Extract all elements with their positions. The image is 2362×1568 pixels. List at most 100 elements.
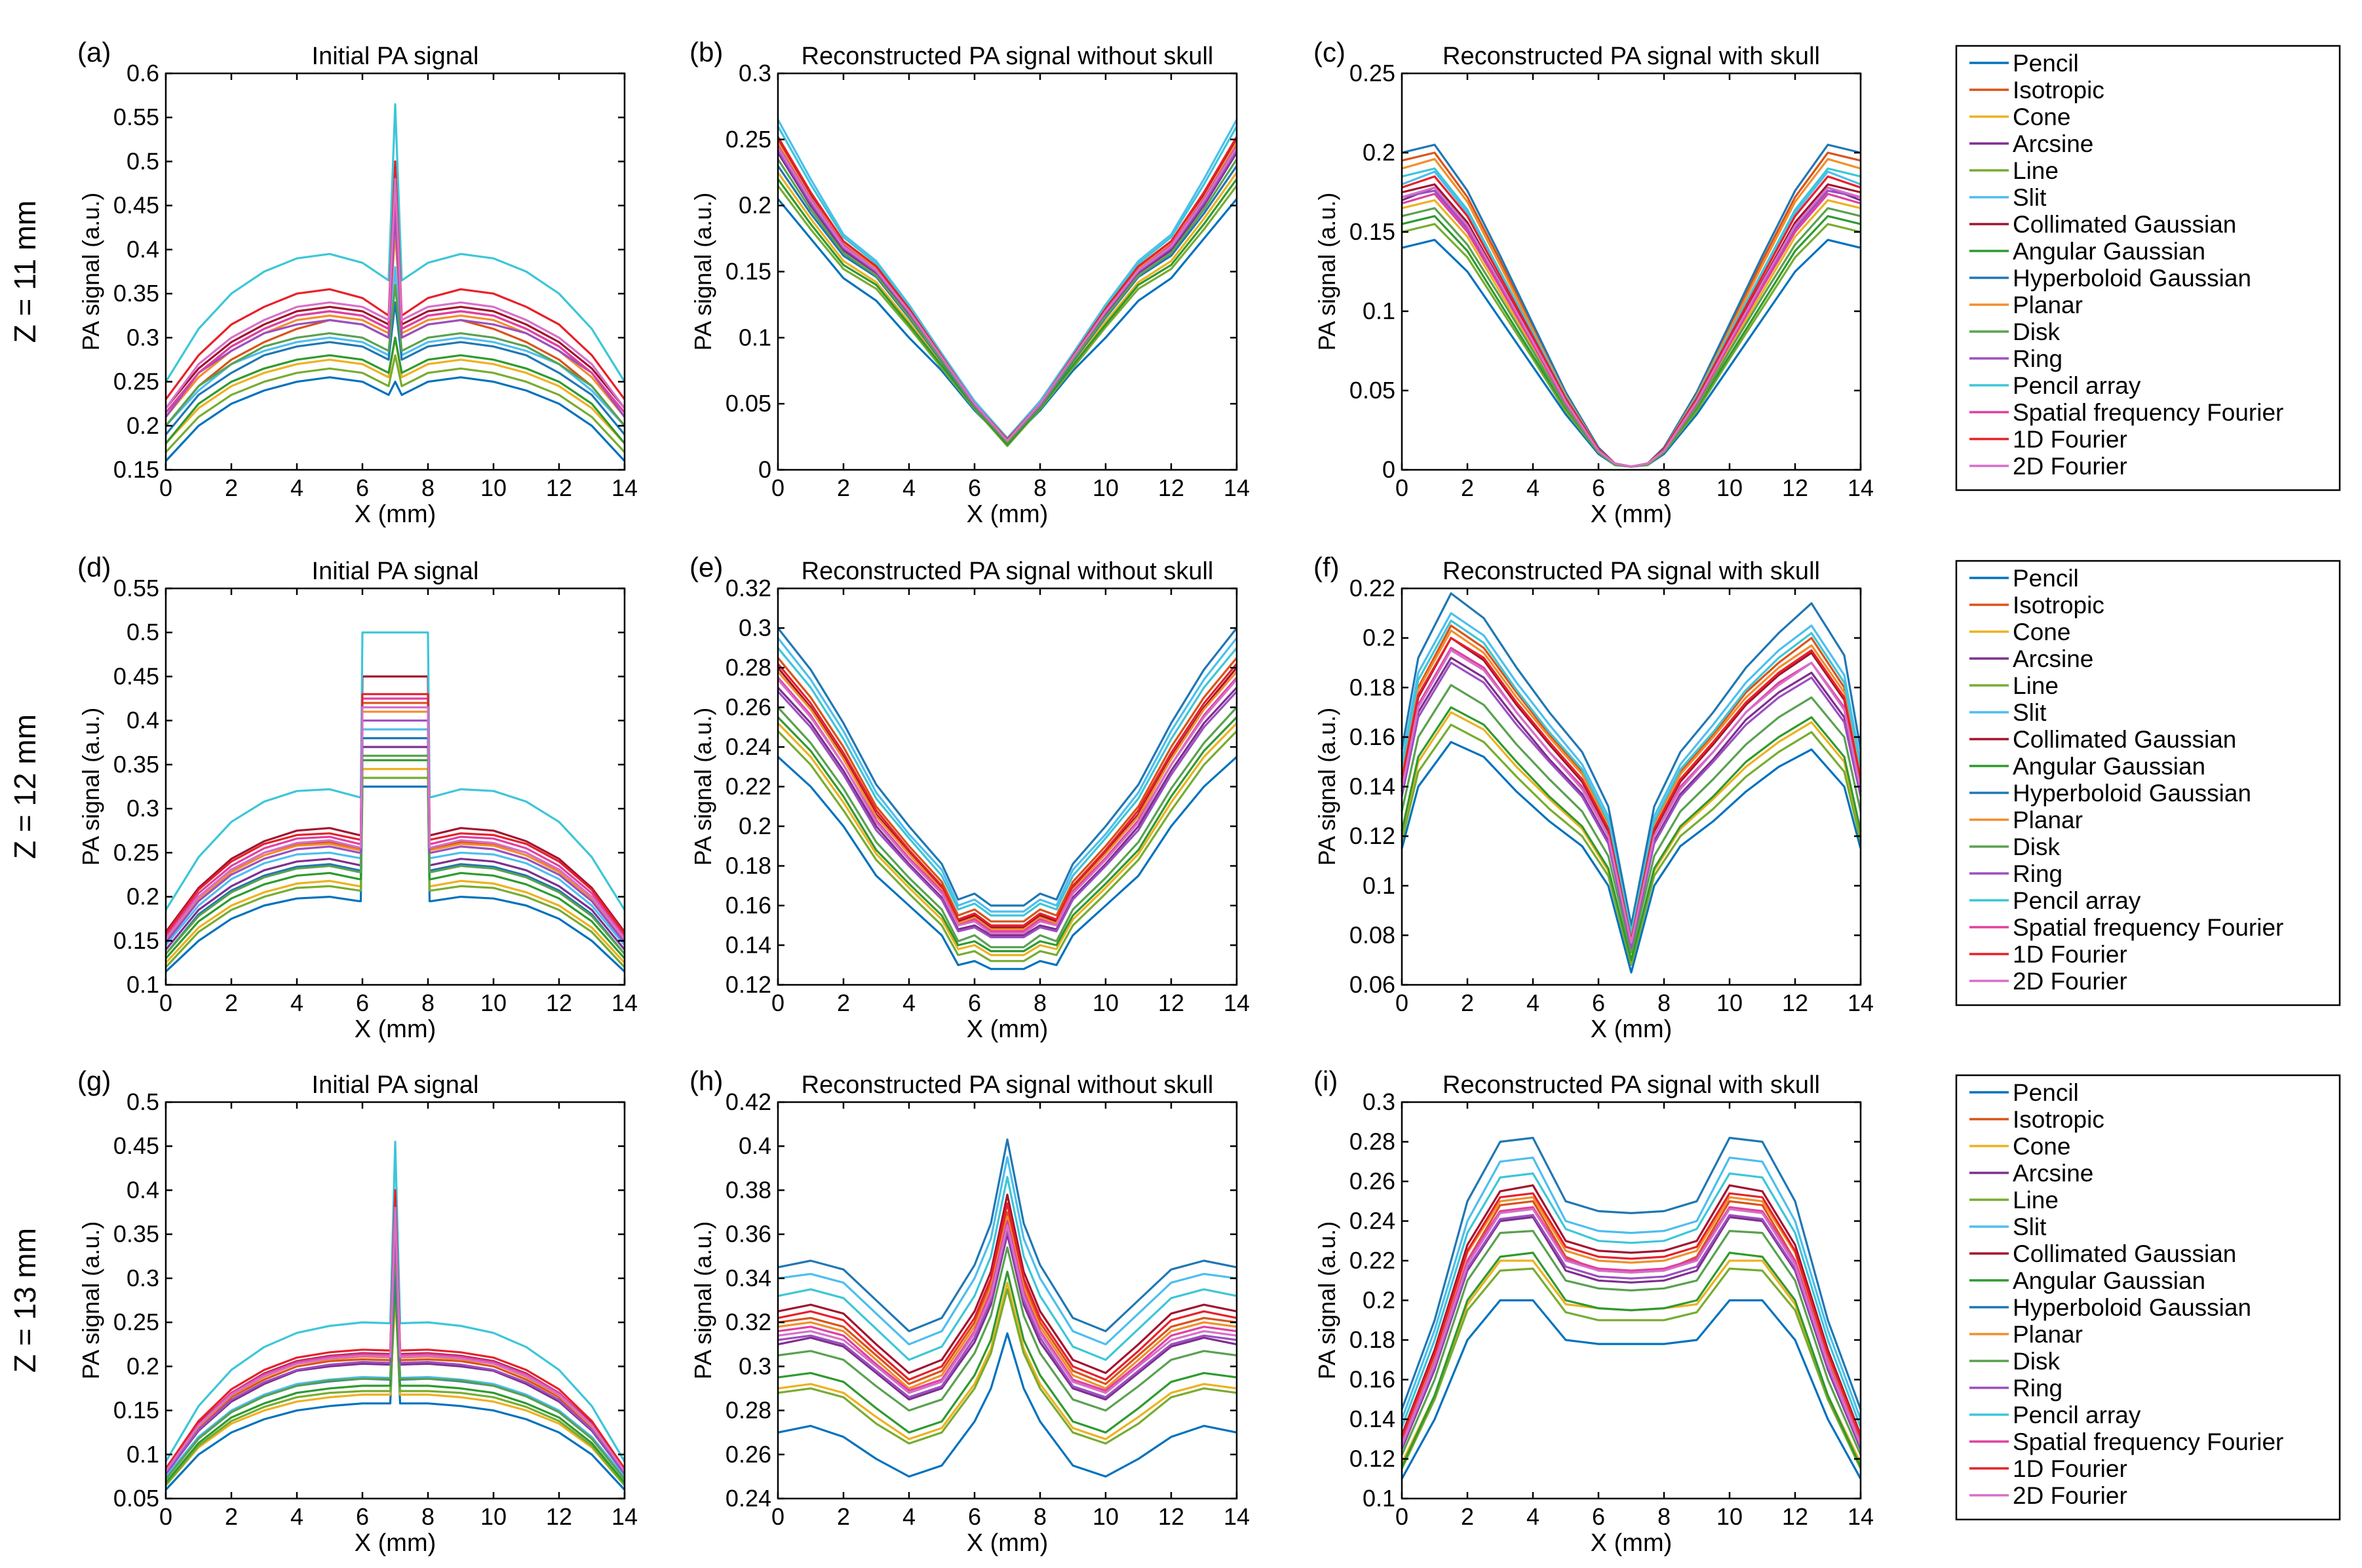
y-tick-label: 0.18: [1349, 674, 1395, 700]
y-tick-label: 0.18: [726, 852, 771, 879]
panel-label: (b): [689, 37, 723, 67]
y-tick-label: 0.12: [1349, 822, 1395, 849]
y-tick-label: 0.12: [726, 971, 771, 998]
legend-entry: Pencil array: [2013, 372, 2141, 399]
y-axis-label: PA signal (a.u.): [689, 193, 716, 351]
chart-title: Reconstructed PA signal without skull: [802, 558, 1214, 585]
series-line-pencil-array: [1401, 167, 1861, 468]
series-line-2d-fourier: [1401, 186, 1861, 468]
panel-label: (h): [689, 1065, 723, 1096]
x-tick-label: 14: [611, 989, 638, 1016]
series-line-disk: [777, 706, 1238, 949]
y-tick-label: 0.2: [1363, 1287, 1395, 1314]
series-line-ring: [165, 719, 626, 944]
y-tick-label: 0.24: [726, 1485, 771, 1512]
y-tick-label: 0.16: [1349, 1366, 1395, 1393]
panel-label: (d): [77, 552, 111, 583]
x-tick-label: 6: [1592, 1503, 1605, 1530]
x-tick-label: 4: [1526, 989, 1539, 1016]
y-tick-label: 0.34: [726, 1265, 771, 1291]
y-tick-label: 0.4: [126, 707, 159, 734]
y-axis-label: PA signal (a.u.): [689, 708, 716, 866]
series-line-pencil: [777, 198, 1238, 445]
panel-i: 0 2 4 6 8 10 12 14 0.1 0.12 0.14 0.16 0.18 0.2 0.22 0.2…: [1313, 1065, 1874, 1557]
legend-entry: Cone: [2013, 104, 2070, 130]
series-line-1d-fourier: [165, 1189, 626, 1470]
y-tick-label: 0.35: [113, 280, 159, 307]
x-tick-label: 12: [1782, 474, 1808, 501]
y-tick-label: 0.2: [126, 883, 159, 910]
x-axis-label: X (mm): [355, 1529, 436, 1557]
y-tick-label: 0.15: [1349, 218, 1395, 245]
y-tick-label: 0.35: [113, 751, 159, 778]
x-tick-label: 12: [1158, 989, 1184, 1016]
series-line-arcsine: [1401, 657, 1862, 949]
series-line-slit: [165, 266, 626, 427]
legend-entry: Arcsine: [2013, 130, 2093, 157]
series-line-2d-fourier: [1401, 649, 1862, 944]
series-line-spatial-frequency-fourier: [777, 1219, 1237, 1392]
row-label: Z = 12 mm: [8, 714, 42, 859]
series-line-line: [777, 1288, 1237, 1445]
series-line-hyperboloid-gaussian: [1401, 592, 1862, 927]
series-line-2d-fourier: [1401, 1208, 1862, 1445]
x-tick-label: 14: [1224, 989, 1250, 1016]
series-line-ring: [1401, 1214, 1862, 1447]
y-tick-label: 0.16: [1349, 723, 1395, 750]
series-line-pencil: [1401, 239, 1861, 468]
series-line-1d-fourier: [777, 1202, 1237, 1381]
x-tick-label: 10: [1093, 989, 1119, 1016]
series-line-ring: [777, 149, 1238, 442]
y-tick-label: 0.1: [1363, 297, 1395, 324]
series-line-hyperboloid-gaussian: [165, 301, 626, 436]
y-tick-label: 0.24: [1349, 1208, 1395, 1234]
y-tick-label: 0.22: [1349, 575, 1395, 602]
x-tick-label: 6: [968, 989, 981, 1016]
x-tick-label: 14: [1224, 474, 1250, 501]
x-tick-label: 8: [421, 989, 435, 1016]
x-tick-label: 2: [837, 989, 850, 1016]
axes-box: [1401, 72, 1862, 471]
legend-entry: Disk: [2013, 318, 2060, 345]
series-line-pencil: [777, 1332, 1237, 1478]
series-line-cone: [165, 336, 626, 444]
legend-entry: Planar: [2013, 807, 2083, 833]
series-line-collimated-gaussian: [165, 675, 626, 933]
legend-entry: 2D Fourier: [2013, 1482, 2127, 1509]
x-tick-label: 0: [1395, 1503, 1408, 1530]
series-line-line: [1401, 1267, 1862, 1470]
chart-title: Reconstructed PA signal without skull: [802, 43, 1214, 70]
series-line-2d-fourier: [165, 706, 626, 940]
panel-g: 0 2 4 6 8 10 12 14 0.05 0.1 0.15 0.2 0.25 0.3 0.35 0.4 0…: [77, 1065, 638, 1557]
legend-entry: Ring: [2013, 345, 2062, 372]
series-line-angular-gaussian: [777, 716, 1238, 953]
y-tick-label: 0.2: [126, 412, 159, 439]
y-tick-label: 0.42: [726, 1088, 771, 1115]
y-tick-label: 0.25: [113, 839, 159, 866]
y-tick-label: 0.22: [1349, 1247, 1395, 1274]
legend-entry: 1D Fourier: [2013, 426, 2127, 453]
legend-entry: Ring: [2013, 860, 2062, 887]
x-axis-label: X (mm): [1591, 1016, 1673, 1043]
y-tick-label: 0: [758, 456, 771, 483]
legend-entry: Ring: [2013, 1375, 2062, 1402]
x-tick-label: 10: [480, 1503, 507, 1530]
series-line-pencil-array: [165, 103, 626, 383]
x-tick-label: 12: [1158, 474, 1184, 501]
legend-entry: Hyperboloid Gaussian: [2013, 265, 2251, 292]
y-tick-label: 0.28: [726, 1397, 771, 1424]
panel-label: (c): [1313, 37, 1346, 67]
series-line-arcsine: [777, 152, 1238, 442]
series-line-hyperboloid-gaussian: [1401, 1136, 1862, 1410]
series-line-planar: [777, 1215, 1237, 1390]
series-line-hyperboloid-gaussian: [777, 1138, 1237, 1333]
x-tick-label: 4: [290, 1503, 303, 1530]
x-tick-label: 8: [1034, 1503, 1047, 1530]
y-tick-label: 0.28: [726, 654, 771, 681]
legend-entry: Collimated Gaussian: [2013, 726, 2236, 753]
legend-entry: Arcsine: [2013, 645, 2093, 672]
x-tick-label: 6: [1592, 989, 1605, 1016]
x-tick-label: 2: [837, 1503, 850, 1530]
x-tick-label: 6: [1592, 474, 1605, 501]
y-tick-label: 0.14: [726, 932, 771, 959]
